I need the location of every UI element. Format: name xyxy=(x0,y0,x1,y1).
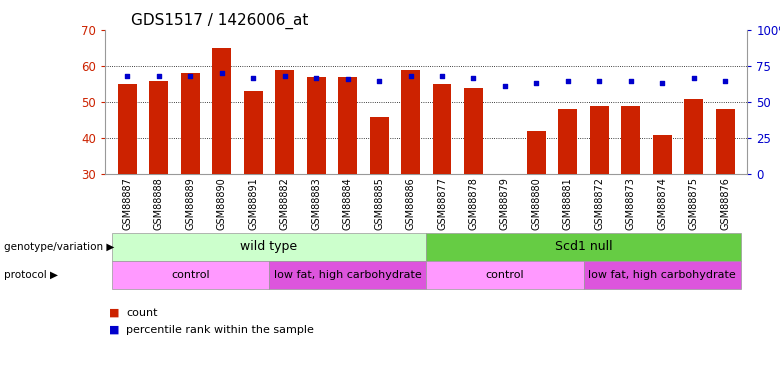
Text: low fat, high carbohydrate: low fat, high carbohydrate xyxy=(588,270,736,280)
Point xyxy=(498,83,511,89)
Text: ■: ■ xyxy=(109,325,119,335)
Bar xyxy=(716,110,735,174)
Point xyxy=(687,75,700,81)
Bar xyxy=(433,84,452,174)
Point xyxy=(153,73,165,79)
Text: percentile rank within the sample: percentile rank within the sample xyxy=(126,325,314,335)
Bar xyxy=(464,88,483,174)
Bar xyxy=(212,48,231,174)
Point xyxy=(625,78,637,84)
Point xyxy=(436,73,448,79)
Point xyxy=(247,75,260,81)
Bar xyxy=(370,117,388,174)
Bar xyxy=(244,92,263,174)
Text: wild type: wild type xyxy=(240,240,297,253)
Point xyxy=(310,75,322,81)
Bar xyxy=(622,106,640,174)
Point xyxy=(404,73,417,79)
Point xyxy=(467,75,480,81)
Point xyxy=(562,78,574,84)
Text: control: control xyxy=(171,270,210,280)
Bar xyxy=(684,99,704,174)
Bar xyxy=(527,131,546,174)
Text: low fat, high carbohydrate: low fat, high carbohydrate xyxy=(274,270,421,280)
Text: count: count xyxy=(126,308,158,318)
Bar xyxy=(653,135,672,174)
Bar xyxy=(401,70,420,174)
Text: ■: ■ xyxy=(109,308,119,318)
Bar xyxy=(118,84,136,174)
Bar xyxy=(181,74,200,174)
Point xyxy=(593,78,605,84)
Bar xyxy=(149,81,168,174)
Text: Scd1 null: Scd1 null xyxy=(555,240,612,253)
Point xyxy=(530,80,543,86)
Text: GDS1517 / 1426006_at: GDS1517 / 1426006_at xyxy=(131,12,308,28)
Point xyxy=(656,80,668,86)
Point xyxy=(184,73,197,79)
Text: protocol ▶: protocol ▶ xyxy=(4,270,58,280)
Bar xyxy=(339,77,357,174)
Point xyxy=(121,73,133,79)
Bar xyxy=(307,77,325,174)
Text: control: control xyxy=(486,270,524,280)
Bar xyxy=(558,110,577,174)
Bar xyxy=(275,70,294,174)
Point xyxy=(373,78,385,84)
Point xyxy=(342,76,354,82)
Text: genotype/variation ▶: genotype/variation ▶ xyxy=(4,242,115,252)
Bar xyxy=(590,106,608,174)
Point xyxy=(278,73,291,79)
Point xyxy=(215,70,228,76)
Point xyxy=(719,78,732,84)
